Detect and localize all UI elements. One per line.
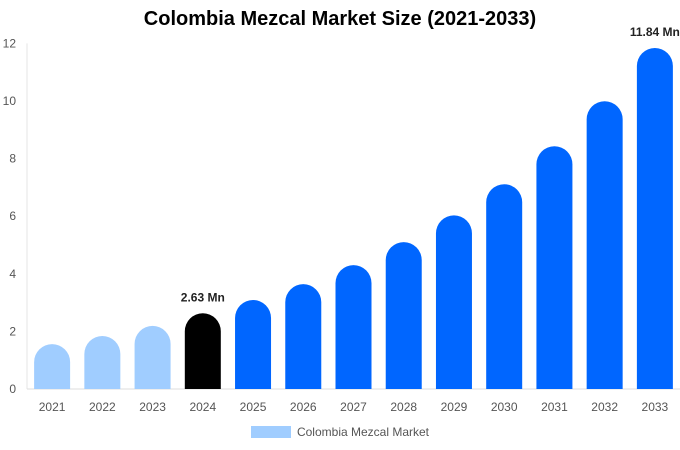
bar-2025 (235, 300, 272, 389)
bar-2022 (84, 336, 121, 389)
bar-2027 (335, 265, 372, 389)
legend-swatch (250, 426, 291, 438)
x-tick-label: 2032 (591, 400, 618, 414)
bar-2032 (586, 101, 623, 389)
bar-2024 (184, 313, 221, 389)
chart-title: Colombia Mezcal Market Size (2021-2033) (143, 8, 537, 30)
y-tick-label: 4 (9, 267, 16, 281)
bar-2030 (486, 184, 523, 389)
x-tick-label: 2033 (642, 400, 669, 414)
x-tick-label: 2029 (441, 400, 468, 414)
x-tick-label: 2023 (139, 400, 166, 414)
x-tick-label: 2025 (240, 400, 267, 414)
bar-2033 (636, 48, 673, 390)
y-tick-label: 0 (9, 382, 16, 396)
x-tick-label: 2028 (390, 400, 417, 414)
legend: Colombia Mezcal Market (0, 425, 680, 439)
data-label-2033: 11.84 Mn (630, 25, 680, 39)
x-tick-label: 2026 (290, 400, 317, 414)
y-tick-label: 6 (9, 209, 16, 223)
x-tick-label: 2022 (89, 400, 116, 414)
legend-label[interactable]: Colombia Mezcal Market (296, 425, 430, 439)
y-tick-label: 10 (3, 94, 17, 108)
bar-2031 (536, 146, 573, 389)
data-label-2024: 2.63 Mn (181, 290, 225, 304)
x-tick-label: 2030 (491, 400, 518, 414)
bar-2026 (285, 284, 322, 389)
bar-2028 (385, 242, 422, 389)
x-tick-label: 2031 (541, 400, 568, 414)
y-tick-label: 2 (9, 324, 16, 338)
y-tick-label: 8 (9, 152, 16, 166)
x-tick-label: 2021 (39, 400, 66, 414)
x-tick-label: 2027 (340, 400, 367, 414)
bar-2029 (435, 215, 472, 389)
y-tick-label: 12 (3, 36, 17, 50)
bar-2023 (134, 325, 171, 389)
bar-2021 (34, 344, 71, 389)
x-tick-label: 2024 (189, 400, 216, 414)
